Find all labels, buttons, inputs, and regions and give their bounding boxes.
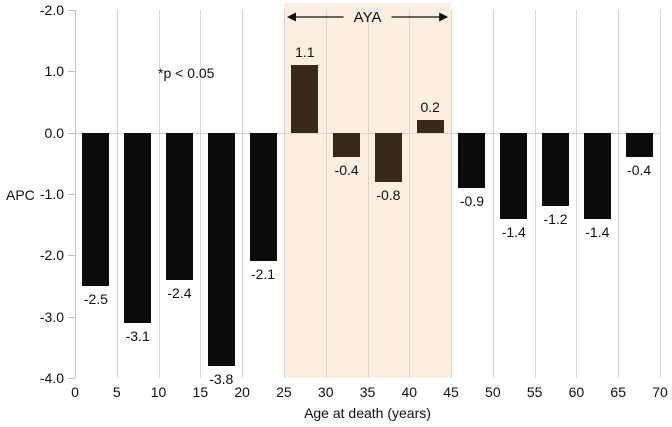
bar [374,132,402,182]
y-tick-label: 0.0 [44,124,64,141]
bar [291,65,319,133]
y-axis-tick [68,71,75,73]
bar-value-label: -2.1 [250,266,276,283]
x-tick-label: 30 [317,384,334,400]
y-tick-label: 1.0 [44,63,64,80]
gridline [576,10,578,378]
x-tick-label: 50 [485,384,501,400]
y-axis-tick [68,132,75,134]
bar [207,132,235,366]
x-tick-label: 25 [276,384,292,400]
gridline [492,10,494,378]
x-tick-label: 5 [112,384,121,400]
x-tick-label: 35 [359,384,376,400]
y-axis-tick [68,316,75,318]
gridline [116,10,118,378]
bar-value-label: -3.8 [209,370,234,387]
y-tick-label: -2.0 [39,247,64,264]
bar-value-label: -3.1 [125,327,150,344]
aya-range-arrow: AYA [286,9,449,26]
y-axis-tick [68,255,75,257]
gridline [158,10,160,378]
bar-value-label: -0.4 [334,162,359,179]
x-tick-label: 55 [526,384,543,400]
y-tick-label: -1.0 [39,186,64,202]
x-tick-label: 60 [568,384,585,400]
bar [165,132,193,280]
bar [416,120,444,133]
x-tick-label: 20 [234,384,250,400]
bar-value-label: -0.9 [459,192,485,209]
x-tick-label: 15 [192,384,209,400]
x-tick-label: 65 [610,384,626,400]
bar [82,132,110,286]
bar [124,132,152,323]
bar-value-label: 1.1 [295,44,315,61]
x-tick-label: 40 [401,384,418,400]
bar [500,132,528,219]
gridline [409,10,411,378]
y-tick-label: -4.0 [39,370,64,386]
gridline [618,10,620,378]
significance-annotation: *p < 0.05 [158,65,215,81]
bar [583,132,611,219]
bar-value-label: -0.4 [627,162,652,179]
gridline [242,10,244,378]
aya-region-label: AYA [354,9,382,26]
bar-value-label: 0.2 [420,99,440,116]
gridline [325,10,327,378]
y-axis-line [75,10,76,378]
x-tick-label: 0 [71,384,79,400]
x-tick-label: 45 [443,384,459,400]
y-axis-tick [68,10,75,11]
bar [625,132,653,158]
bar-value-label: -0.8 [376,186,401,203]
gridline [451,10,453,378]
bar [458,132,486,188]
x-tick-label: 70 [652,384,668,400]
y-axis-tick [68,378,75,379]
y-tick-label: -2.0 [39,2,64,18]
bar-value-label: -1.4 [501,223,526,240]
y-tick-label: -3.0 [39,308,64,325]
y-axis-tick [68,194,75,195]
x-axis-title: Age at death (years) [304,405,431,421]
gridline [200,10,202,378]
y-axis-title: APC [6,187,35,203]
gridline [367,10,369,378]
x-tick-label: 10 [150,384,167,400]
gridline [283,10,285,378]
zero-line [75,132,660,134]
bar-value-label: -2.5 [83,291,108,307]
bar-value-label: -1.2 [543,211,568,228]
bar [249,132,277,262]
bar-value-label: -2.4 [167,284,192,301]
bar [542,132,570,207]
bar [333,132,361,158]
bar-value-label: -1.4 [585,223,610,240]
gridline [660,10,661,378]
gridline [534,10,536,378]
